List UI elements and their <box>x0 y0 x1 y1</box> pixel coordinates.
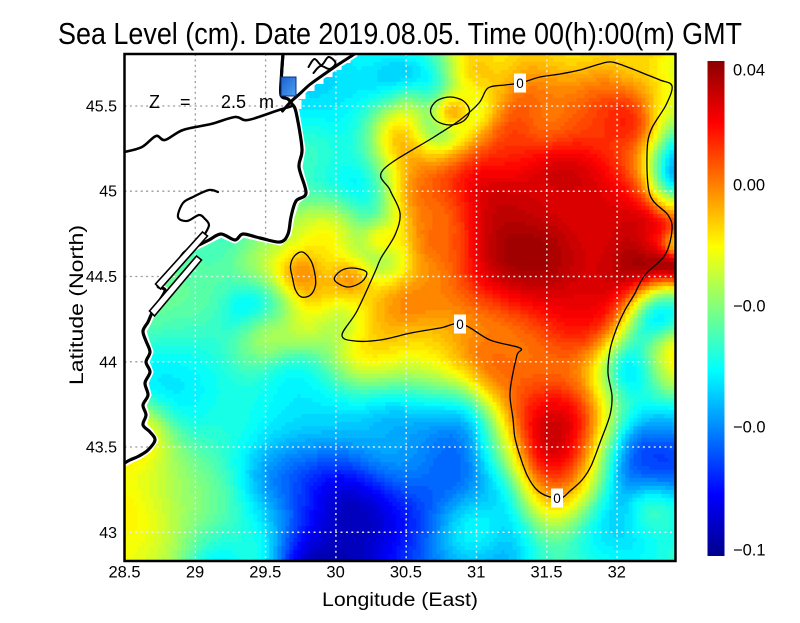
svg-text:Sea Level (cm). Date 2019.08.0: Sea Level (cm). Date 2019.08.05. Time 00… <box>58 17 742 51</box>
svg-text:44: 44 <box>99 354 117 371</box>
svg-text:31.5: 31.5 <box>530 564 562 582</box>
svg-text:0: 0 <box>553 491 561 506</box>
svg-text:45: 45 <box>99 184 117 201</box>
svg-text:30.5: 30.5 <box>390 564 422 582</box>
svg-text:0: 0 <box>516 76 524 91</box>
svg-text:Longitude (East): Longitude (East) <box>322 590 478 611</box>
svg-text:0.04: 0.04 <box>733 62 765 80</box>
svg-text:0: 0 <box>456 317 464 332</box>
svg-text:29.5: 29.5 <box>249 564 281 582</box>
svg-text:0.00: 0.00 <box>733 177 765 195</box>
svg-text:Latitude (North): Latitude (North) <box>67 225 88 385</box>
svg-text:43: 43 <box>99 525 117 542</box>
svg-text:28.5: 28.5 <box>108 564 140 582</box>
svg-text:−0.1: −0.1 <box>733 542 766 560</box>
svg-text:44.5: 44.5 <box>86 269 117 286</box>
svg-text:31: 31 <box>467 564 485 582</box>
svg-text:−0.0: −0.0 <box>733 298 766 316</box>
svg-text:30: 30 <box>326 564 344 582</box>
svg-text:−0.0: −0.0 <box>733 419 766 437</box>
svg-text:32: 32 <box>608 564 626 582</box>
svg-text:43.5: 43.5 <box>86 440 117 457</box>
svg-text:29: 29 <box>186 564 204 582</box>
svg-text:45.5: 45.5 <box>86 99 117 116</box>
